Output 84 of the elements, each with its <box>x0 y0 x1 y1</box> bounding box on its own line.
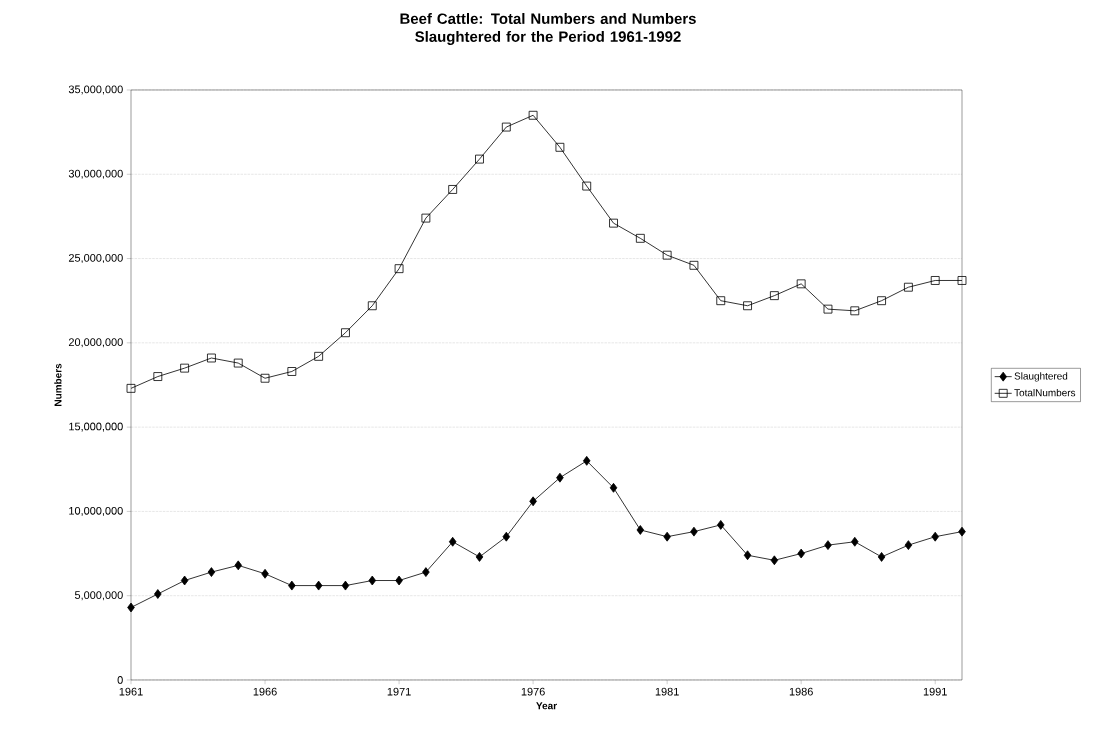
y-tick-label: 25,000,000 <box>68 254 123 264</box>
point <box>153 372 163 381</box>
point <box>260 373 270 383</box>
point <box>314 351 324 361</box>
point <box>957 276 967 285</box>
point <box>367 301 377 311</box>
y-tick-label: 15,000,000 <box>69 422 123 432</box>
point <box>448 536 457 547</box>
point <box>743 301 752 311</box>
point <box>394 264 404 274</box>
point <box>716 520 725 530</box>
point <box>770 555 779 566</box>
point <box>341 328 350 338</box>
point <box>475 154 484 164</box>
point <box>662 250 672 260</box>
y-tick-label: 35,000,000 <box>68 85 123 95</box>
point <box>931 531 939 542</box>
point <box>851 536 859 547</box>
point <box>609 218 618 228</box>
y-tick-label: 0 <box>117 676 123 684</box>
point <box>769 291 779 301</box>
y-tick-label: 20,000,000 <box>68 338 123 348</box>
point <box>154 589 162 599</box>
point <box>261 568 269 579</box>
x-tick-label: 1976 <box>521 687 545 696</box>
point <box>233 358 243 368</box>
x-tick-label: 1966 <box>253 687 277 696</box>
point <box>904 282 913 292</box>
point <box>663 531 671 542</box>
point <box>234 560 242 571</box>
point <box>930 276 940 285</box>
y-tick-label: 5,000,000 <box>74 591 123 601</box>
x-tick-label: 1991 <box>923 687 947 696</box>
point <box>368 575 377 586</box>
point <box>796 279 806 289</box>
point <box>528 110 538 120</box>
point <box>422 567 430 577</box>
x-tick-label: 1981 <box>655 687 679 696</box>
point <box>690 526 698 537</box>
point <box>529 496 537 507</box>
y-tick-label: 30,000,000 <box>68 169 123 179</box>
point <box>475 552 484 562</box>
point <box>904 540 913 551</box>
point <box>716 296 726 306</box>
point <box>743 550 752 561</box>
point <box>609 482 618 493</box>
x-axis-title: Year <box>536 702 557 710</box>
point <box>823 304 833 314</box>
point <box>287 367 297 376</box>
point <box>958 526 966 537</box>
point <box>207 567 216 577</box>
point <box>555 142 565 152</box>
point <box>180 575 189 586</box>
y-tick-label: 10,000,000 <box>69 506 123 516</box>
point <box>421 213 431 223</box>
point <box>127 602 135 613</box>
x-tick-label: 1971 <box>387 687 411 696</box>
point <box>689 260 699 270</box>
point <box>582 455 591 466</box>
point <box>180 363 190 373</box>
y-axis-title: Numbers <box>54 363 62 406</box>
legend-label: Slaughtered <box>1014 372 1068 382</box>
chart-title: Beef Cattle: Total Numbers and Numbers Slaughtered for the Period 1961-1992 <box>400 13 696 45</box>
point <box>501 122 511 132</box>
point <box>288 580 296 591</box>
x-tick-label: 1961 <box>119 687 143 696</box>
point <box>341 580 350 591</box>
point <box>126 383 136 393</box>
point <box>448 185 458 194</box>
point <box>636 525 645 535</box>
point <box>582 181 592 191</box>
point <box>502 531 511 542</box>
point <box>877 296 886 306</box>
point <box>850 306 860 316</box>
point <box>314 580 323 591</box>
point <box>877 552 886 562</box>
point <box>207 353 216 363</box>
x-tick-label: 1986 <box>789 687 813 696</box>
point <box>395 575 403 586</box>
point <box>635 233 645 243</box>
legend-label: TotalNumbers <box>1014 388 1076 397</box>
point <box>556 472 564 483</box>
point <box>797 548 805 559</box>
point <box>824 540 832 551</box>
